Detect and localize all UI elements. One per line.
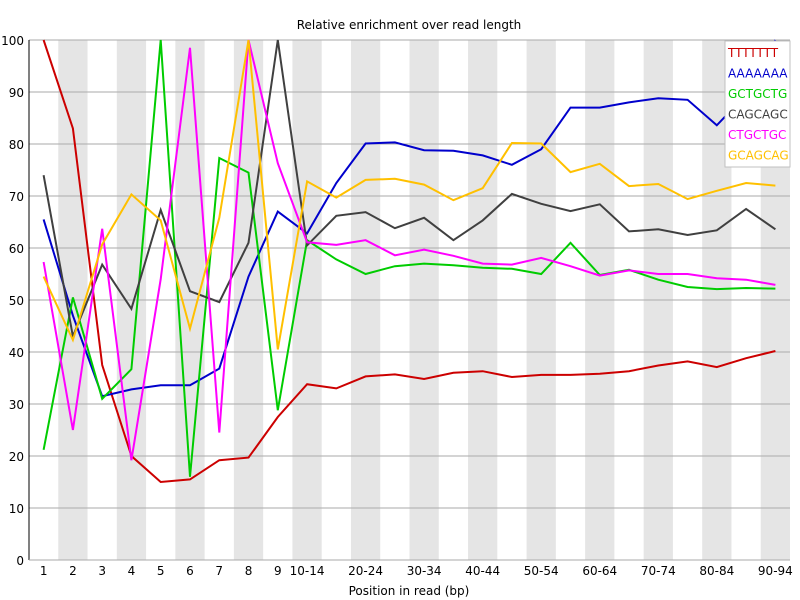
x-tick-label: 4 (128, 564, 136, 578)
y-tick-label: 50 (9, 294, 24, 308)
series-line-cagcagc (42, 39, 776, 340)
legend-item-aaaaaaa: AAAAAAA (728, 67, 788, 81)
legend-box (724, 40, 791, 168)
x-tick-label: 50-54 (524, 564, 559, 578)
x-tick-label: 60-64 (582, 564, 617, 578)
x-tick-label: 2 (69, 564, 77, 578)
x-axis-ticks: 1 2 3 4 5 6 7 8 9 10-14 20-24 30-34 40-44 50-54 60-64 7… (40, 564, 793, 578)
legend: TTTTTTT AAAAAAA GCTGCTG CAGCAGC CTGCTGC GCAGC… (724, 40, 791, 168)
y-tick-label: 60 (9, 242, 24, 256)
gridlines (29, 39, 790, 509)
y-tick-label: 100 (1, 34, 24, 48)
legend-item-gctgctg: GCTGCTG (728, 87, 787, 101)
x-tick-label: 6 (186, 564, 194, 578)
y-tick-label: 10 (9, 502, 24, 516)
y-tick-label: 20 (9, 450, 24, 464)
x-tick-label: 9 (274, 564, 282, 578)
x-tick-label: 3 (98, 564, 106, 578)
y-tick-label: 30 (9, 398, 24, 412)
x-tick-label: 70-74 (641, 564, 676, 578)
series-line-ttttttt (42, 39, 776, 484)
chart-title: Relative enrichment over read length (297, 18, 522, 32)
x-tick-label: 30-34 (407, 564, 442, 578)
y-tick-label: 90 (9, 86, 24, 100)
y-axis-ticks: 0 10 20 30 40 50 60 70 80 90 100 (1, 34, 24, 568)
x-tick-label: 10-14 (290, 564, 325, 578)
legend-item-ctgctgc: CTGCTGC (728, 128, 786, 142)
series-lines (42, 39, 777, 484)
legend-item-ttttttt: TTTTTTT (727, 46, 779, 60)
x-tick-label: 20-24 (348, 564, 383, 578)
x-tick-label: 90-94 (758, 564, 793, 578)
x-tick-label: 40-44 (465, 564, 500, 578)
y-tick-label: 80 (9, 138, 24, 152)
x-tick-label: 5 (157, 564, 165, 578)
series-line-gctgctg (42, 39, 776, 477)
x-tick-label: 7 (215, 564, 223, 578)
legend-item-gcagcag: GCAGCAG (728, 149, 789, 163)
series-line-aaaaaaa (42, 39, 777, 398)
legend-item-cagcagc: CAGCAGC (728, 108, 788, 122)
x-tick-label: 8 (245, 564, 253, 578)
x-tick-label: 1 (40, 564, 48, 578)
y-tick-label: 70 (9, 190, 24, 204)
x-axis-label: Position in read (bp) (349, 584, 470, 598)
x-tick-label: 80-84 (699, 564, 734, 578)
series-line-gcagcag (42, 39, 776, 350)
y-tick-label: 40 (9, 346, 24, 360)
y-tick-label: 0 (16, 554, 24, 568)
